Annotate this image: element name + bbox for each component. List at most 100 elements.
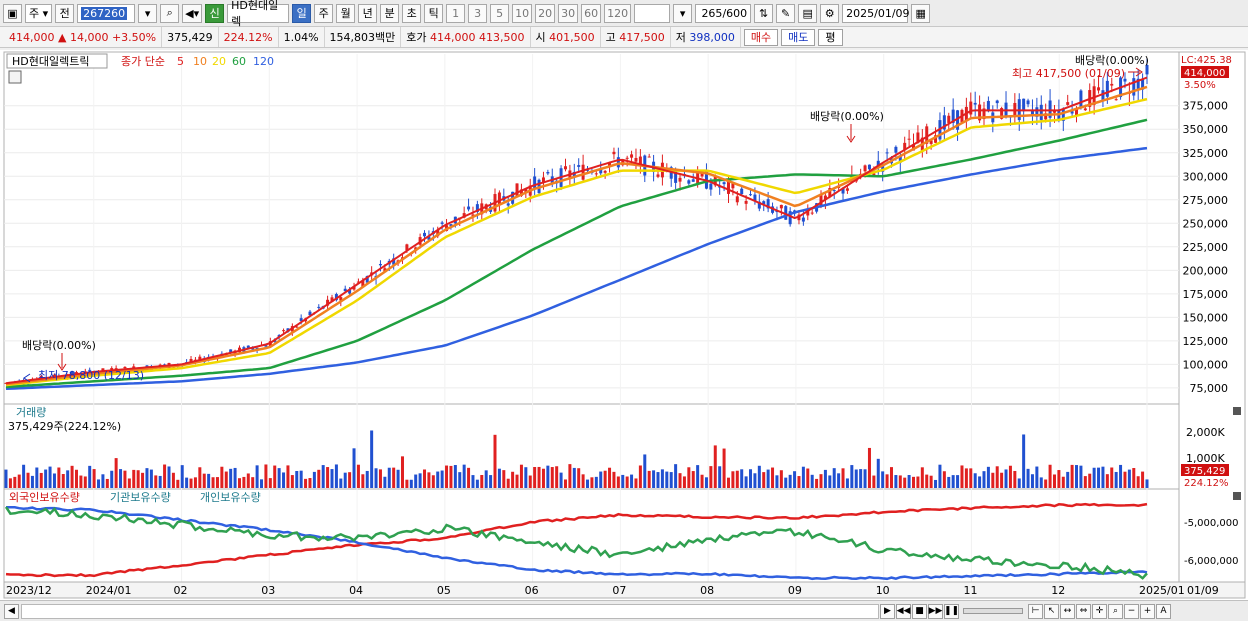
volume-bar [1022, 434, 1026, 488]
dropdown-arrow-icon[interactable]: ▾ [138, 3, 158, 23]
grid-lines [4, 54, 1179, 582]
sell-button[interactable]: 매도 [781, 28, 816, 46]
open-label: 시 [535, 31, 546, 44]
draw-icon[interactable]: ✎ [776, 3, 796, 23]
measure-icon[interactable]: ⊢ [1028, 603, 1043, 619]
price-tick-label: 100,000 [1183, 358, 1229, 371]
tab-period-day[interactable]: 일 [292, 3, 312, 23]
stock-code-input[interactable]: 267260 [77, 3, 136, 23]
candle-body [519, 189, 523, 196]
volume-bar [815, 478, 819, 488]
minute-option-10[interactable]: 10 [512, 3, 533, 23]
candle-body [638, 156, 642, 167]
minute-option-5[interactable]: 5 [490, 3, 510, 23]
chart-svg[interactable]: HD현대일렉트릭 종가 단순 5 10 20 60 120 배당락(0.00%)… [0, 50, 1248, 600]
save-icon[interactable]: ▤ [798, 3, 818, 23]
candle-body [497, 192, 501, 206]
volume-bar [1136, 476, 1140, 488]
legend-name-box [6, 53, 108, 69]
volume-bar [1075, 465, 1079, 488]
volume-bar [136, 470, 140, 488]
x-axis-label: 03 [261, 584, 275, 597]
minute-option-1[interactable]: 1 [446, 3, 466, 23]
search-icon[interactable]: ⌕ [160, 3, 180, 23]
holdings-panel-close-icon[interactable] [1233, 492, 1241, 500]
volume-bar [1017, 478, 1021, 488]
window-icon[interactable]: ▣ [3, 3, 22, 23]
zoom-slider[interactable] [963, 608, 1023, 614]
tab-period-month[interactable]: 월 [336, 3, 356, 23]
eval-button[interactable]: 평 [818, 28, 843, 46]
tab-period-minute[interactable]: 분 [380, 3, 400, 23]
volume-bar [215, 477, 219, 488]
minute-option-30[interactable]: 30 [558, 3, 579, 23]
volume-panel-close-icon[interactable] [1233, 407, 1241, 415]
tab-period-year[interactable]: 년 [358, 3, 378, 23]
tab-period-tick[interactable]: 틱 [424, 3, 444, 23]
dividend-arrow-2 [846, 124, 856, 143]
buy-button[interactable]: 매수 [743, 28, 779, 46]
dividend-annotation-2: 배당락(0.00%) [810, 110, 884, 123]
calendar-icon[interactable]: ▦ [911, 3, 931, 23]
x-axis-labels: 2023/12 2024/01 02 03 04 05 06 07 08 09 10 11 12 2025… [6, 584, 1185, 597]
line-tool-icon[interactable]: ↖ [1044, 603, 1059, 619]
chart-area[interactable]: HD현대일렉트릭 종가 단순 5 10 20 60 120 배당락(0.00%)… [0, 50, 1248, 600]
price-change: 14,000 [69, 30, 109, 44]
minute-option-120[interactable]: 120 [604, 3, 632, 23]
last-price-marker [1181, 66, 1229, 78]
candle-body [436, 230, 440, 237]
volume-bar [1123, 471, 1127, 488]
move-icon[interactable]: ↔ [1060, 603, 1075, 619]
tab-period-week[interactable]: 주 [314, 3, 334, 23]
pause-icon[interactable]: ❚❚ [944, 603, 959, 619]
volume-bar [845, 478, 849, 488]
price-tick-label: 250,000 [1183, 217, 1229, 230]
candle-body [735, 196, 739, 203]
speaker-icon[interactable]: ◀▾ [182, 3, 203, 23]
volume-bar [920, 467, 924, 488]
volume-bar [934, 479, 938, 488]
zoom-icon[interactable]: ⌕ [1108, 603, 1123, 619]
compare-icon[interactable]: ⇅ [754, 3, 774, 23]
candle-body [449, 224, 453, 227]
volume-bar [973, 473, 977, 488]
stop-icon[interactable]: ■ [912, 603, 927, 619]
skip-forward-icon[interactable]: ▶▶ [928, 603, 943, 619]
volume-bar [1026, 468, 1030, 488]
font-size-icon[interactable]: A [1156, 603, 1171, 619]
zoom-in-icon[interactable]: + [1140, 603, 1155, 619]
chart-table-icon[interactable] [8, 70, 22, 84]
volume-bar [57, 467, 61, 488]
volume-bar [660, 469, 664, 488]
candle-body [762, 201, 766, 205]
volume-bar [682, 476, 686, 488]
minute-option-20[interactable]: 20 [535, 3, 556, 23]
volume-bar [797, 476, 801, 488]
ma-line-10 [5, 85, 1148, 386]
date-input[interactable]: 2025/01/09 [842, 3, 910, 23]
scroll-bar: ◀ ▶ ◀◀ ■ ▶▶ ❚❚ ⊢ ↖ ↔ ⇔ ✛ ⌕ − + A [0, 600, 1248, 621]
count-input[interactable]: 265/600 [695, 3, 752, 23]
candle-body [634, 157, 638, 162]
tab-period-second[interactable]: 초 [402, 3, 422, 23]
minute-option-60[interactable]: 60 [581, 3, 602, 23]
settings-icon[interactable]: ⚙ [820, 3, 840, 23]
custom-minute-input[interactable] [634, 3, 671, 23]
prev-button[interactable]: 전 [55, 3, 75, 23]
custom-minute-dropdown-icon[interactable]: ▾ [673, 3, 693, 23]
stock-name-field[interactable]: HD현대일렉 [227, 0, 290, 28]
volume-bar [771, 467, 775, 488]
price-tick-label: 75,000 [1190, 382, 1229, 395]
skip-back-icon[interactable]: ◀◀ [896, 603, 911, 619]
bid-price: 413,500 [479, 30, 525, 44]
scroll-right-icon[interactable]: ▶ [880, 603, 895, 619]
x-axis-label: 12 [1051, 584, 1065, 597]
zoom-out-icon[interactable]: − [1124, 603, 1139, 619]
period-type-select[interactable]: 주 ▾ [25, 3, 53, 23]
scroll-left-icon[interactable]: ◀ [4, 603, 19, 619]
minute-option-3[interactable]: 3 [468, 3, 488, 23]
split-icon[interactable]: ⇔ [1076, 603, 1091, 619]
scroll-track[interactable] [21, 603, 879, 619]
volume-bar [396, 469, 400, 488]
crosshair-icon[interactable]: ✛ [1092, 603, 1107, 619]
